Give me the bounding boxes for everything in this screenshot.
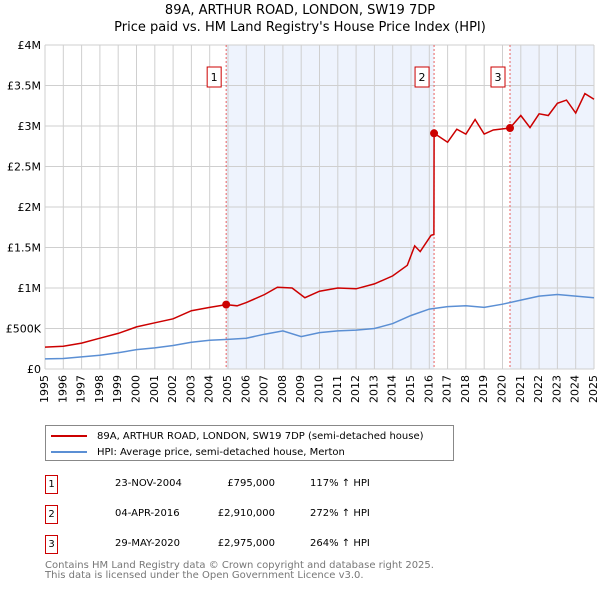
sale-marker-label: 3: [495, 71, 502, 84]
x-tick-label: 2023: [550, 375, 563, 403]
legend-item-hpi: HPI: Average price, semi-detached house,…: [51, 445, 345, 459]
x-tick-label: 2007: [258, 375, 271, 403]
series-line: [44, 293, 595, 360]
x-tick-label: 2018: [459, 375, 472, 403]
x-tick-label: 2022: [532, 375, 545, 403]
x-tick-label: 2014: [386, 375, 399, 403]
x-tick-label: 2001: [148, 375, 161, 403]
y-tick-label: £3.5M: [7, 80, 41, 93]
x-tick-label: 1996: [56, 375, 69, 403]
sale-marker-badge: 1: [45, 475, 58, 494]
legend-label: 89A, ARTHUR ROAD, LONDON, SW19 7DP (semi…: [97, 430, 424, 442]
sale-point: [222, 300, 231, 309]
x-tick-label: 2003: [184, 375, 197, 403]
sale-price: £2,910,000: [217, 508, 275, 519]
x-tick-label: 2016: [422, 375, 435, 403]
x-tick-label: 1998: [93, 375, 106, 403]
sale-point: [430, 129, 439, 138]
x-tick-label: 1997: [75, 375, 88, 403]
x-tick-label: 2006: [239, 375, 252, 403]
sale-price: £795,000: [227, 478, 275, 489]
x-tick-label: 1999: [111, 375, 124, 403]
x-tick-label: 2005: [221, 375, 234, 403]
x-tick-label: 2008: [276, 375, 289, 403]
sale-hpi-change: 272% ↑ HPI: [310, 508, 370, 519]
x-tick-label: 2002: [166, 375, 179, 403]
sale-hpi-change: 264% ↑ HPI: [310, 538, 370, 549]
y-tick-label: £4M: [18, 39, 42, 52]
y-tick-label: £3M: [18, 120, 42, 133]
y-tick-label: £2M: [18, 201, 42, 214]
x-tick-label: 2010: [313, 375, 326, 403]
legend-swatch-red: [51, 435, 87, 437]
sale-point: [506, 124, 515, 133]
sale-date: 23-NOV-2004: [115, 478, 182, 489]
x-tick-label: 2025: [587, 375, 600, 403]
sale-date: 04-APR-2016: [115, 508, 180, 519]
sale-date: 29-MAY-2020: [115, 538, 181, 549]
x-tick-label: 2019: [477, 375, 490, 403]
x-tick-label: 2009: [294, 375, 307, 403]
sale-marker-label: 1: [211, 71, 218, 84]
sale-marker-box: [490, 66, 506, 88]
x-tick-label: 2017: [441, 375, 454, 403]
x-tick-label: 2012: [349, 375, 362, 403]
footer-licence: This data is licensed under the Open Gov…: [45, 570, 364, 581]
legend-label: HPI: Average price, semi-detached house,…: [97, 446, 345, 458]
x-tick-label: 2020: [496, 375, 509, 403]
y-tick-label: £2.5M: [7, 161, 41, 174]
y-tick-label: £1M: [18, 282, 42, 295]
sale-marker-box: [414, 66, 430, 88]
sale-marker-box: [206, 66, 222, 88]
price-chart: 1995 1996 1997 1998 1999 2000 2001 2002 2003 2004…: [6, 39, 600, 403]
x-tick-label: 2000: [130, 375, 143, 403]
legend-swatch-blue: [51, 451, 87, 453]
x-tick-label: 2021: [514, 375, 527, 403]
chart-title: 89A, ARTHUR ROAD, LONDON, SW19 7DP: [164, 3, 436, 18]
sale-marker-badge: 2: [45, 505, 58, 524]
legend-item-property: 89A, ARTHUR ROAD, LONDON, SW19 7DP (semi…: [51, 429, 424, 443]
x-tick-label: 2004: [203, 375, 216, 403]
x-tick-label: 2024: [569, 375, 582, 403]
x-tick-label: 2013: [367, 375, 380, 403]
y-tick-label: £500K: [6, 323, 42, 336]
legend: 89A, ARTHUR ROAD, LONDON, SW19 7DP (semi…: [45, 425, 454, 461]
x-tick-label: 2011: [331, 375, 344, 403]
sale-marker-badge: 3: [45, 535, 58, 554]
x-tick-label: 1995: [38, 375, 51, 403]
sale-marker-label: 2: [419, 71, 426, 84]
y-tick-label: £1.5M: [7, 242, 41, 255]
x-tick-label: 2015: [404, 375, 417, 403]
sale-price: £2,975,000: [217, 538, 275, 549]
series-line: [44, 92, 595, 348]
sale-hpi-change: 117% ↑ HPI: [310, 478, 370, 489]
chart-subtitle: Price paid vs. HM Land Registry's House …: [114, 20, 486, 35]
y-tick-label: £0: [27, 363, 41, 376]
footer-copyright: Contains HM Land Registry data © Crown c…: [45, 560, 434, 571]
